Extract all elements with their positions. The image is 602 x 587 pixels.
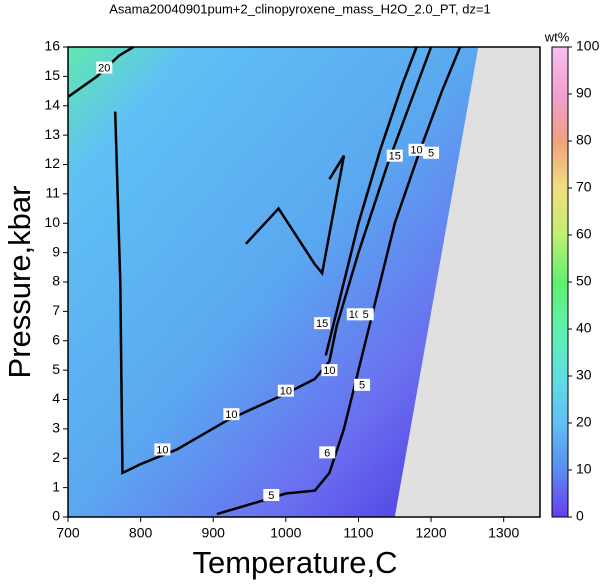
y-tick-label: 5	[52, 361, 60, 377]
contour-line	[244, 155, 346, 277]
contour-label: 5	[268, 490, 274, 502]
contour-label: 5	[359, 380, 365, 392]
contour-line	[324, 46, 418, 356]
y-tick-label: 10	[44, 214, 60, 230]
x-tick-label: 900	[202, 525, 226, 541]
y-tick-label: 12	[44, 155, 60, 171]
contour-label: 10	[156, 444, 168, 456]
y-axis-label: Pressure,kbar	[2, 186, 37, 379]
contour-label-box	[386, 149, 403, 162]
contour-label-box	[223, 408, 240, 421]
y-tick-label: 8	[52, 273, 60, 289]
colorbar-tick-label: 70	[576, 179, 592, 195]
contour-label: 10	[280, 386, 292, 398]
contour-label-box	[357, 308, 374, 321]
contour-label-box	[423, 146, 440, 159]
contour-label-box	[154, 443, 171, 456]
colorbar-tick-label: 50	[576, 273, 592, 289]
x-axis-label: Temperature,C	[192, 545, 397, 580]
y-tick-label: 7	[52, 302, 60, 318]
contour-label-box	[96, 61, 113, 74]
colorbar-tick-label: 60	[576, 226, 592, 242]
x-tick-label: 1200	[415, 525, 446, 541]
y-tick-label: 3	[52, 420, 60, 436]
y-tick-label: 9	[52, 243, 60, 259]
colorbar-tick-label: 100	[576, 38, 600, 54]
y-tick-label: 16	[44, 38, 60, 54]
y-tick-label: 11	[45, 185, 60, 201]
contour-label: 10	[410, 145, 422, 157]
colorbar-tick-label: 90	[576, 85, 592, 101]
contour-line	[113, 46, 433, 475]
contour-label: 5	[363, 309, 369, 321]
colorbar-tick-label: 20	[576, 414, 592, 430]
chart-title: Asama20040901pum+2_clinopyroxene_mass_H2…	[109, 1, 491, 16]
colorbar-tick-label: 10	[576, 461, 592, 477]
contour-label-box	[263, 488, 280, 501]
contour-label-box	[321, 364, 338, 377]
contour-label-box	[277, 384, 294, 397]
x-tick-label: 1100	[343, 525, 373, 541]
x-tick-label: 1000	[270, 525, 301, 541]
y-tick-label: 15	[44, 67, 60, 83]
contour-label: 15	[316, 318, 328, 330]
colorbar-tick-label: 0	[576, 508, 584, 524]
x-tick-label: 700	[56, 525, 80, 541]
y-tick-label: 4	[52, 390, 60, 406]
x-tick-label: 800	[129, 525, 153, 541]
y-tick-label: 1	[52, 478, 60, 494]
contour-label: 5	[428, 148, 434, 160]
y-tick-label: 14	[44, 96, 60, 112]
colorbar	[551, 46, 569, 518]
contour-label: 6	[324, 447, 330, 459]
contour-label: 20	[98, 62, 110, 74]
contour-label-box	[354, 378, 371, 391]
y-tick-label: 13	[44, 126, 60, 142]
contour-label-box	[408, 143, 425, 156]
contour-label-box	[314, 317, 331, 330]
y-tick-label: 0	[52, 508, 60, 524]
colorbar-tick-label: 80	[576, 132, 592, 148]
x-tick-label: 1300	[488, 525, 519, 541]
colorbar-tick-label: 40	[576, 320, 592, 336]
contour-label: 15	[389, 151, 401, 163]
y-tick-label: 2	[52, 449, 60, 465]
y-tick-label: 6	[52, 331, 60, 347]
contour-label: 10	[323, 365, 335, 377]
contour-label: 10	[225, 409, 237, 421]
colorbar-tick-label: 30	[576, 367, 592, 383]
colorbar-label: wt%	[544, 29, 570, 44]
contour-label-box	[319, 446, 336, 459]
